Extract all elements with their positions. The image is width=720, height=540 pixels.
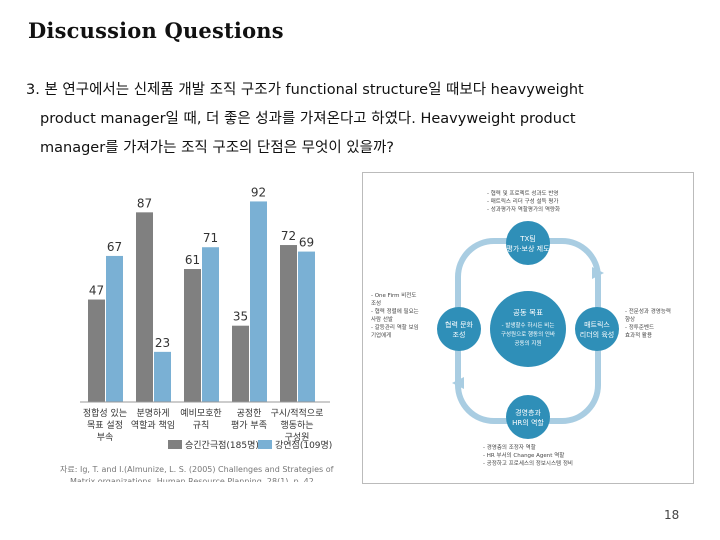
top-node-label: 평가·보상 제도 bbox=[506, 244, 550, 253]
bar-value-label: 69 bbox=[299, 236, 314, 250]
bar-value-label: 72 bbox=[281, 229, 296, 243]
bottom-node-label: 경영층과 bbox=[515, 408, 541, 417]
bottom-note-line: - 경영층의 조정자 역할 bbox=[483, 443, 536, 451]
bar-value-label: 61 bbox=[185, 253, 200, 267]
bar-value-label: 92 bbox=[251, 185, 266, 199]
slide-title: Discussion Questions bbox=[28, 18, 284, 43]
bar-series-a bbox=[136, 212, 153, 402]
legend-swatch bbox=[258, 440, 272, 449]
center-circle bbox=[490, 291, 566, 367]
question-line-1: 3. 본 연구에서는 신제품 개발 조직 구조가 functional stru… bbox=[26, 82, 584, 98]
category-label: 정합성 있는 bbox=[83, 407, 127, 419]
center-body-line: - 발생할수 하시든 비는 bbox=[502, 321, 555, 329]
legend-label: 승긴간극점(185명) bbox=[185, 439, 259, 451]
category-label: 구시/적적으로 bbox=[271, 407, 324, 419]
left-note-line: - 갈등관리 역할 보임 bbox=[371, 323, 419, 331]
bar-series-b bbox=[298, 251, 315, 402]
question-line-2: product manager일 때, 더 좋은 성과를 가져온다고 하였다. … bbox=[40, 111, 576, 127]
bar-series-a bbox=[232, 325, 249, 402]
right-node-circle bbox=[575, 307, 619, 351]
left-node-label: 협력 문화 bbox=[445, 320, 474, 329]
category-label: 목표 설정 bbox=[87, 420, 123, 431]
matrix-diagram-figure: 공동 목표 - 발생할수 하시든 비는 구성원으로 행동의 인바 공동의 지원 TX팀 평… bbox=[362, 172, 694, 484]
bar-series-b bbox=[106, 255, 123, 402]
bar-value-label: 87 bbox=[137, 196, 152, 210]
bar-series-b bbox=[154, 351, 171, 402]
bar-series-b bbox=[250, 201, 267, 402]
bar-series-a bbox=[88, 299, 105, 402]
category-label: 부속 bbox=[97, 432, 114, 443]
category-label: 평가 부족 bbox=[231, 420, 267, 431]
bar-value-label: 67 bbox=[107, 240, 122, 254]
bar-value-label: 35 bbox=[233, 310, 248, 324]
bar-series-b bbox=[202, 247, 219, 402]
left-note-line: 기업에게 bbox=[371, 331, 391, 339]
legend-label: 강연점(109명) bbox=[275, 439, 332, 451]
top-node-label: TX팀 bbox=[519, 235, 536, 243]
right-node-label: 리더의 육성 bbox=[580, 330, 614, 339]
left-note-line: 조성 bbox=[371, 299, 381, 307]
cycle-arrowhead bbox=[592, 267, 604, 279]
left-note-line: 사람 선발 bbox=[371, 315, 393, 323]
left-node-label: 조성 bbox=[453, 330, 466, 339]
legend-swatch bbox=[168, 440, 182, 449]
top-note-line: - 매트릭스 리더 구성 설득 평가 bbox=[487, 197, 558, 205]
left-node-circle bbox=[437, 307, 481, 351]
right-note-line: 효과적 활용 bbox=[625, 331, 652, 339]
question-line-3: manager를 가져가는 조직 구조의 단점은 무엇이 있을까? bbox=[40, 140, 394, 156]
category-label: 공정한 bbox=[237, 408, 262, 419]
right-note-line: - 정투준벤드 bbox=[625, 323, 654, 331]
left-note-line: - One Firm 비전도 bbox=[371, 291, 416, 299]
right-node-label: 매트릭스 bbox=[584, 321, 610, 329]
category-label: 역할과 책임 bbox=[131, 419, 175, 431]
bottom-note-line: - 공정하고 프로세스의 정보시스템 정비 bbox=[483, 459, 573, 467]
bar-value-label: 47 bbox=[89, 284, 104, 298]
bar-series-a bbox=[184, 269, 201, 402]
cycle-arrowhead bbox=[452, 377, 464, 389]
center-title: 공동 목표 bbox=[513, 308, 543, 317]
right-note-line: 향상 bbox=[625, 315, 635, 323]
top-note-line: - 협력 및 프로젝트 성과도 반영 bbox=[487, 189, 558, 197]
category-label: 예비모호한 bbox=[180, 408, 221, 419]
bar-chart-figure: 47 67 정합성 있는 목표 설정 부속 87 23 분명하게 역할과 책임 61 71 예비모호한… bbox=[60, 172, 352, 486]
center-body-line: 공동의 지원 bbox=[514, 339, 541, 347]
top-note-line: - 성과평가자 역할평가의 역량화 bbox=[487, 205, 560, 213]
right-note-line: - 전문성과 경영능력 bbox=[625, 307, 671, 315]
bar-value-label: 71 bbox=[203, 231, 218, 245]
bottom-node-label: HR의 역할 bbox=[512, 418, 544, 427]
source-note-line-1: 자료: Ig, T. and I.(Almunize, L. S. (2005)… bbox=[60, 465, 334, 474]
discussion-question: 3. 본 연구에서는 신제품 개발 조직 구조가 functional stru… bbox=[26, 76, 686, 163]
category-label: 규칙 bbox=[193, 420, 210, 431]
bar-series-a bbox=[280, 245, 297, 402]
category-label: 행동하는 bbox=[280, 419, 313, 431]
center-body-line: 구성원으로 행동의 인바 bbox=[501, 330, 555, 338]
source-note-line-2: Matrix organizations, Human Resource Pla… bbox=[70, 477, 314, 482]
left-note-line: - 협력 정렬에 필요는 bbox=[371, 307, 419, 315]
bottom-node-circle bbox=[506, 395, 550, 439]
category-label: 분명하게 bbox=[136, 408, 169, 419]
top-node-circle bbox=[506, 221, 550, 265]
bar-value-label: 23 bbox=[155, 336, 170, 350]
bottom-note-line: - HR 부서의 Change Agent 역할 bbox=[483, 451, 564, 459]
category-label: 구성원 bbox=[285, 432, 310, 443]
page-number: 18 bbox=[664, 508, 680, 522]
